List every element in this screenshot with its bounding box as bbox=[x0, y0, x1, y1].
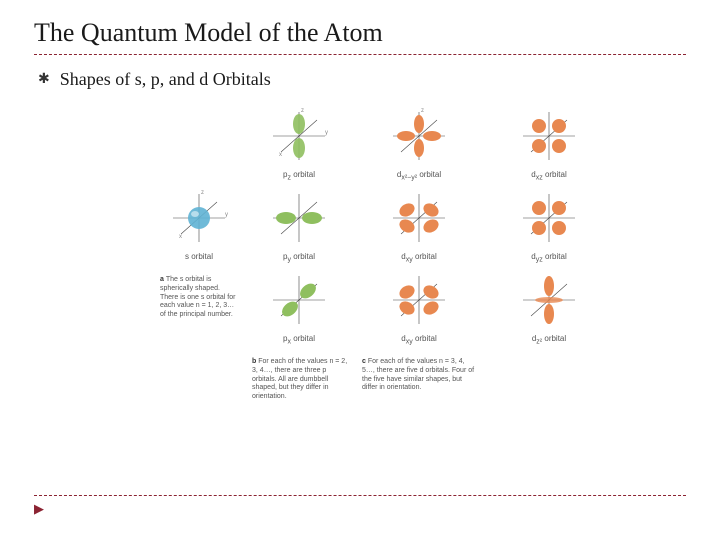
cell-s: z y x s orbital bbox=[154, 186, 244, 268]
dxz-label: dxz orbital bbox=[531, 170, 566, 182]
cell-dz2: dxy orbital bbox=[354, 268, 484, 350]
dx2y2-label: dx²−y² orbital bbox=[397, 170, 441, 182]
dxy-orbital-plot bbox=[379, 186, 459, 250]
title-divider bbox=[34, 54, 686, 55]
cell-dz2-alt: dz² orbital bbox=[484, 268, 614, 350]
dz2alt-orbital-plot bbox=[509, 268, 589, 332]
caption-c: c For each of the values n = 3, 4, 5…, t… bbox=[354, 356, 484, 402]
caption-a-text: The s orbital is spherically shaped. The… bbox=[160, 276, 235, 318]
svg-text:x: x bbox=[179, 234, 182, 240]
cell-dx2y2: z dx²−y² orbital bbox=[354, 104, 484, 186]
dz2-label: dxy orbital bbox=[401, 334, 436, 346]
orbital-figure: z y x pz orbital z dx²−y² orbital bbox=[154, 104, 614, 454]
pz-label: pz orbital bbox=[283, 170, 315, 182]
cell-dxy: dxy orbital bbox=[354, 186, 484, 268]
caption-c-text: For each of the values n = 3, 4, 5…, the… bbox=[362, 358, 474, 391]
py-orbital-plot bbox=[259, 186, 339, 250]
dyz-orbital-plot bbox=[509, 186, 589, 250]
cell-dxz: dxz orbital bbox=[484, 104, 614, 186]
px-label: px orbital bbox=[283, 334, 315, 346]
caption-row: b For each of the values n = 2, 3, 4…, t… bbox=[154, 356, 614, 402]
px-orbital-plot bbox=[259, 268, 339, 332]
bullet-text: Shapes of s, p, and d Orbitals bbox=[60, 69, 271, 90]
s-label: s orbital bbox=[185, 252, 213, 261]
caption-b: b For each of the values n = 2, 3, 4…, t… bbox=[244, 356, 354, 402]
cell-empty-r1c1 bbox=[154, 104, 244, 186]
py-label: py orbital bbox=[283, 252, 315, 264]
svg-text:z: z bbox=[301, 108, 304, 114]
caption-a: a The s orbital is spherically shaped. T… bbox=[154, 276, 236, 320]
svg-text:x: x bbox=[279, 152, 282, 158]
dx2y2-orbital-plot: z bbox=[379, 104, 459, 168]
bottom-bar: ▶ bbox=[34, 495, 686, 518]
page-title: The Quantum Model of the Atom bbox=[34, 18, 686, 48]
svg-text:y: y bbox=[225, 212, 228, 218]
cell-px: px orbital bbox=[244, 268, 354, 350]
svg-text:z: z bbox=[421, 108, 424, 114]
slide: The Quantum Model of the Atom ✱ Shapes o… bbox=[0, 0, 720, 464]
dxy-label: dxy orbital bbox=[401, 252, 436, 264]
cell-pz: z y x pz orbital bbox=[244, 104, 354, 186]
bullet-icon: ✱ bbox=[38, 71, 50, 88]
svg-text:y: y bbox=[325, 130, 328, 136]
pz-orbital-plot: z y x bbox=[259, 104, 339, 168]
dz2alt-label: dz² orbital bbox=[532, 334, 566, 346]
s-orbital-plot: z y x bbox=[159, 186, 239, 250]
dxz-orbital-plot bbox=[509, 104, 589, 168]
cell-dyz: dyz orbital bbox=[484, 186, 614, 268]
cell-py: py orbital bbox=[244, 186, 354, 268]
bullet-row: ✱ Shapes of s, p, and d Orbitals bbox=[38, 69, 686, 90]
dz2-orbital-plot bbox=[379, 268, 459, 332]
svg-text:z: z bbox=[201, 190, 204, 196]
caption-b-text: For each of the values n = 2, 3, 4…, the… bbox=[252, 358, 347, 400]
nav-arrow-icon[interactable]: ▶ bbox=[34, 501, 44, 516]
dyz-label: dyz orbital bbox=[531, 252, 566, 264]
